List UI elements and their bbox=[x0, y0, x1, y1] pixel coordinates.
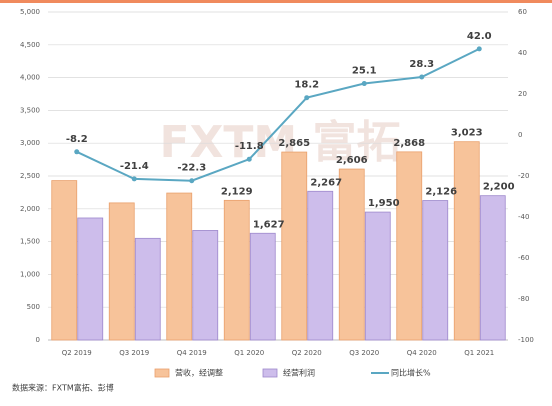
y-tick-label: 3,500 bbox=[20, 106, 40, 114]
bar bbox=[479, 195, 506, 341]
x-tick-label: Q1 2021 bbox=[464, 349, 494, 357]
data-label: -8.2 bbox=[66, 134, 88, 145]
x-tick-label: Q3 2019 bbox=[119, 349, 149, 357]
y-tick-label: 5,000 bbox=[20, 8, 40, 16]
bar bbox=[134, 237, 161, 341]
data-label: 2,129 bbox=[221, 186, 253, 197]
y-tick-label: 4,000 bbox=[20, 74, 40, 82]
bar bbox=[223, 199, 250, 341]
line-point bbox=[361, 81, 367, 87]
data-label: 18.2 bbox=[294, 80, 319, 91]
data-label: 2,865 bbox=[278, 138, 310, 149]
y-tick-label: 2,500 bbox=[20, 172, 40, 180]
legend-label: 同比增长% bbox=[391, 368, 431, 378]
y2-tick-label: 40 bbox=[518, 49, 527, 57]
bar bbox=[249, 232, 276, 341]
y-tick-label: 1,500 bbox=[20, 238, 40, 246]
line-point bbox=[131, 176, 137, 182]
x-tick-label: Q4 2020 bbox=[407, 349, 437, 357]
data-label: 2,200 bbox=[483, 182, 515, 193]
data-label: -21.4 bbox=[120, 161, 149, 172]
y-tick-label: 2,000 bbox=[20, 205, 40, 213]
y-tick-label: 0 bbox=[36, 336, 40, 344]
data-label: 2,126 bbox=[425, 187, 457, 198]
bar bbox=[422, 200, 449, 341]
data-label: 1,627 bbox=[253, 219, 285, 230]
bar bbox=[338, 168, 365, 341]
bar bbox=[77, 217, 104, 341]
bar bbox=[453, 141, 480, 341]
data-label: 3,023 bbox=[451, 128, 483, 139]
y2-tick-label: -100 bbox=[518, 336, 534, 344]
line-point bbox=[304, 95, 310, 101]
legend-swatch bbox=[154, 368, 170, 378]
line-point bbox=[476, 46, 482, 52]
legend-swatch bbox=[262, 368, 278, 378]
x-tick-label: Q1 2020 bbox=[234, 349, 264, 357]
legend-label: 经营利润 bbox=[283, 368, 315, 378]
legend-label: 营收，经调整 bbox=[175, 368, 223, 378]
line-point bbox=[246, 156, 252, 162]
bar bbox=[364, 211, 391, 341]
bar bbox=[166, 192, 193, 341]
data-label: 1,950 bbox=[368, 198, 400, 209]
y2-tick-label: -20 bbox=[518, 172, 529, 180]
data-label: -22.3 bbox=[177, 163, 206, 174]
source-note: 数据来源：FXTM富拓、彭博 bbox=[12, 383, 114, 393]
bar bbox=[396, 151, 423, 341]
y2-tick-label: -80 bbox=[518, 295, 529, 303]
y-tick-label: 3,000 bbox=[20, 139, 40, 147]
data-label: 42.0 bbox=[467, 31, 492, 42]
bar bbox=[192, 230, 219, 341]
bar bbox=[51, 180, 78, 341]
y2-tick-label: 20 bbox=[518, 90, 527, 98]
x-tick-label: Q2 2020 bbox=[292, 349, 322, 357]
y-tick-label: 500 bbox=[27, 303, 40, 311]
data-label: -11.8 bbox=[235, 141, 264, 152]
x-tick-label: Q4 2019 bbox=[177, 349, 207, 357]
y-tick-label: 1,000 bbox=[20, 270, 40, 278]
x-tick-label: Q3 2020 bbox=[349, 349, 379, 357]
data-label: 2,267 bbox=[310, 177, 342, 188]
y2-tick-label: -40 bbox=[518, 213, 529, 221]
bar bbox=[108, 202, 135, 341]
y2-tick-label: 60 bbox=[518, 8, 527, 16]
y2-tick-label: 0 bbox=[518, 131, 522, 139]
y2-tick-label: -60 bbox=[518, 254, 529, 262]
data-label: 25.1 bbox=[352, 66, 377, 77]
line bbox=[76, 48, 480, 182]
line-point bbox=[419, 74, 425, 80]
x-tick-label: Q2 2019 bbox=[62, 349, 92, 357]
y-tick-label: 4,500 bbox=[20, 41, 40, 49]
top-strip bbox=[0, 0, 552, 3]
line-point bbox=[74, 149, 80, 155]
data-label: 2,606 bbox=[336, 155, 368, 166]
data-label: 2,868 bbox=[393, 138, 425, 149]
bar bbox=[307, 190, 334, 341]
data-label: 28.3 bbox=[409, 59, 434, 70]
line-point bbox=[189, 178, 195, 184]
bar bbox=[281, 151, 308, 341]
